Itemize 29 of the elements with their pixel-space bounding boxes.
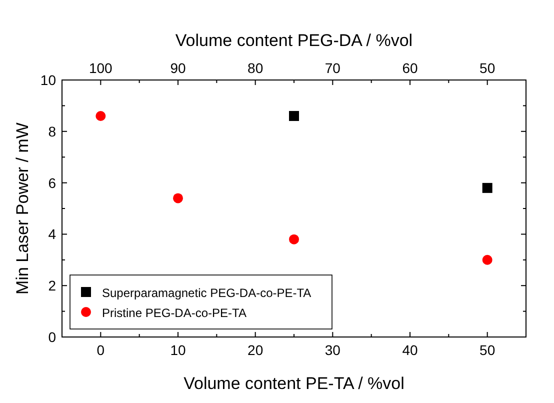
- legend-label: Pristine PEG-DA-co-PE-TA: [102, 306, 246, 320]
- y-axis-title: Min Laser Power / mW: [13, 122, 32, 294]
- x2-tick-label: 90: [170, 60, 186, 76]
- x-tick-label: 20: [248, 342, 264, 358]
- y-tick-label: 2: [48, 278, 56, 294]
- x2-tick-label: 80: [248, 60, 264, 76]
- x-tick-label: 40: [402, 342, 418, 358]
- point: [482, 254, 492, 265]
- x2-tick-label: 50: [480, 60, 496, 76]
- x-tick-label: 0: [96, 342, 105, 358]
- legend-label: Superparamagnetic PEG-DA-co-PE-TA: [102, 286, 312, 300]
- y-tick-label: 10: [40, 72, 56, 88]
- point: [289, 234, 299, 244]
- y-tick-label: 6: [48, 174, 56, 191]
- point: [289, 110, 299, 121]
- x2-axis-title: Volume content PEG-DA / %vol: [175, 31, 413, 50]
- point: [173, 193, 183, 204]
- x-tick-label: 50: [480, 342, 496, 358]
- point: [96, 110, 106, 121]
- y-tick-label: 0: [48, 329, 56, 345]
- x-tick-label: 30: [324, 342, 341, 358]
- point: [482, 182, 492, 193]
- y-tick-label: 8: [48, 123, 56, 140]
- y-tick-label: 4: [48, 226, 56, 242]
- x-tick-label: 10: [170, 342, 186, 358]
- x2-tick-label: 100: [88, 60, 113, 76]
- x2-tick-label: 60: [402, 60, 418, 76]
- x-axis-title: Volume content PE-TA / %vol: [184, 374, 404, 393]
- x2-tick-label: 70: [324, 60, 341, 76]
